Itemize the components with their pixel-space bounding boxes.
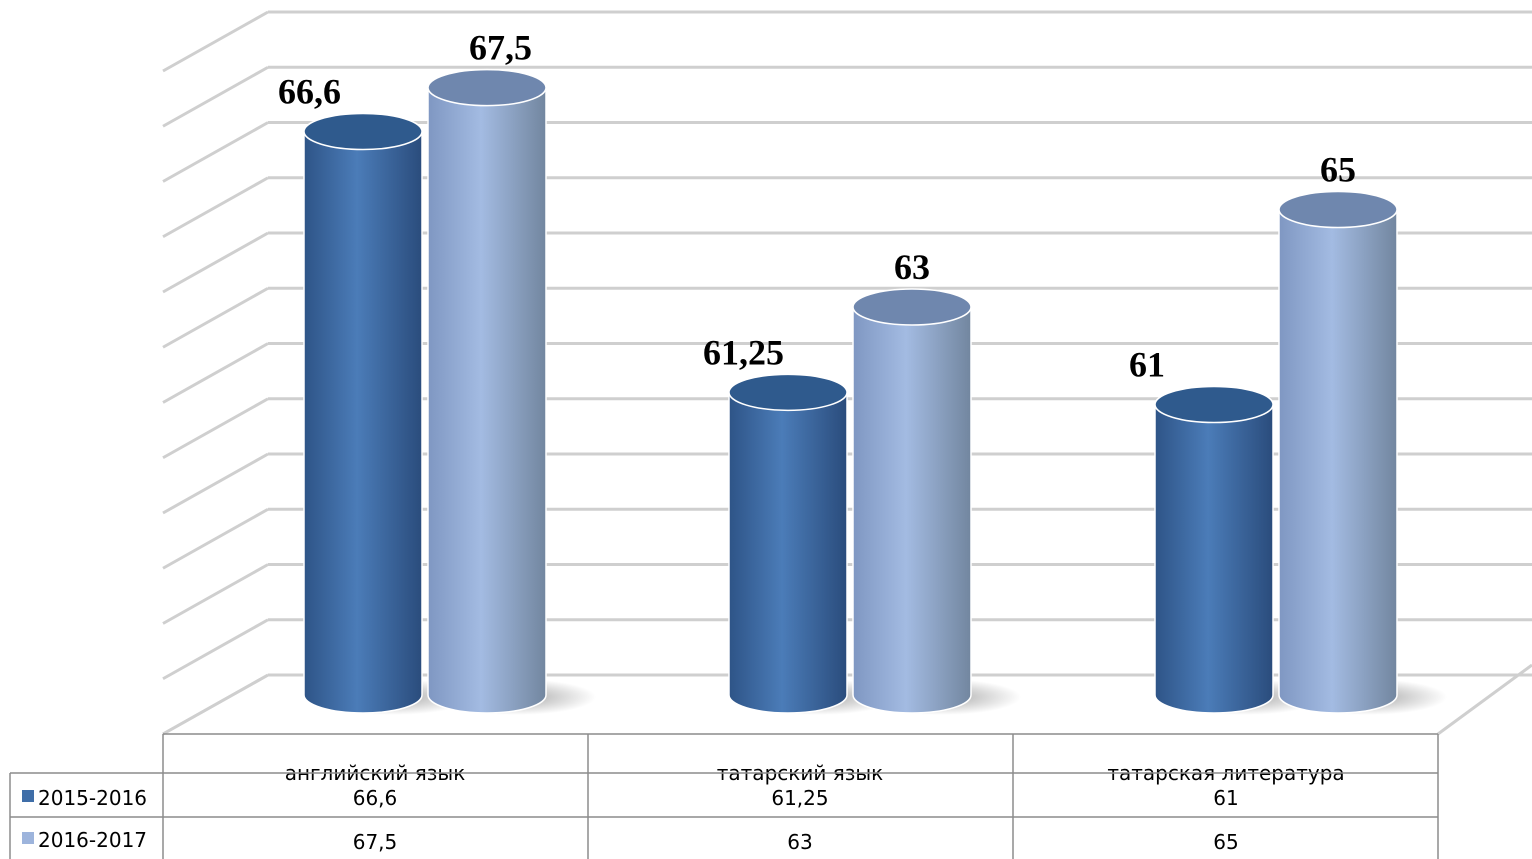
bar-body: [1154, 403, 1274, 714]
bar-top: [852, 288, 972, 326]
data-table: английский язык татарский язык татарская…: [9, 733, 1439, 859]
table-cell: 63: [787, 830, 812, 854]
bar-2015-2016-2: [1154, 385, 1274, 714]
gridline-side: [162, 563, 269, 625]
value-label: 66,6: [278, 72, 341, 112]
gridline-side: [162, 286, 269, 349]
bar-top: [1154, 385, 1274, 424]
bar-top: [427, 68, 547, 107]
bar-body: [303, 130, 423, 714]
table-cell: 65: [1213, 830, 1238, 854]
table-cell: 61: [1213, 786, 1238, 810]
legend-swatch-2016-2017: [22, 832, 34, 844]
bar-body: [1278, 208, 1398, 714]
legend-swatch-2015-2016: [22, 790, 34, 802]
gridline-side: [162, 342, 269, 404]
bar-2015-2016-0: [303, 112, 423, 714]
bar-top: [728, 373, 848, 412]
bar-top: [303, 112, 423, 151]
legend-label: 2016-2017: [38, 828, 147, 852]
table-cell: 67,5: [353, 830, 398, 854]
table-cell: 66,6: [353, 786, 398, 810]
bar-body: [728, 391, 848, 714]
bar-2015-2016-1: [728, 373, 848, 714]
gridline-side: [162, 121, 269, 183]
bar-2016-2017-0: [427, 68, 547, 714]
value-label: 61: [1129, 345, 1165, 385]
value-label: 67,5: [469, 28, 532, 68]
gridline-side: [162, 176, 269, 239]
table-cell: 61,25: [771, 786, 828, 810]
floor-edge: [162, 673, 269, 736]
gridline-side: [162, 65, 269, 128]
floor-edge: [1437, 663, 1532, 736]
bar-top: [1278, 190, 1398, 229]
gridline-side: [162, 452, 269, 515]
gridline-side: [162, 10, 269, 73]
value-label: 63: [894, 247, 930, 287]
value-labels: 66,6 67,5 61,25 63 61 65: [278, 28, 1356, 385]
gridline-side: [162, 507, 269, 570]
bar-body: [427, 86, 547, 714]
bar-body: [852, 306, 972, 714]
value-label: 61,25: [703, 332, 784, 372]
table-grid: [9, 733, 1439, 859]
bars: [303, 68, 1398, 714]
gridline-side: [162, 397, 269, 460]
legend-label: 2015-2016: [38, 786, 147, 810]
bar-2016-2017-2: [1278, 190, 1398, 714]
value-label: 65: [1320, 150, 1356, 190]
gridline-side: [162, 618, 269, 681]
gridline-side: [162, 231, 269, 294]
bar-2016-2017-1: [852, 288, 972, 714]
